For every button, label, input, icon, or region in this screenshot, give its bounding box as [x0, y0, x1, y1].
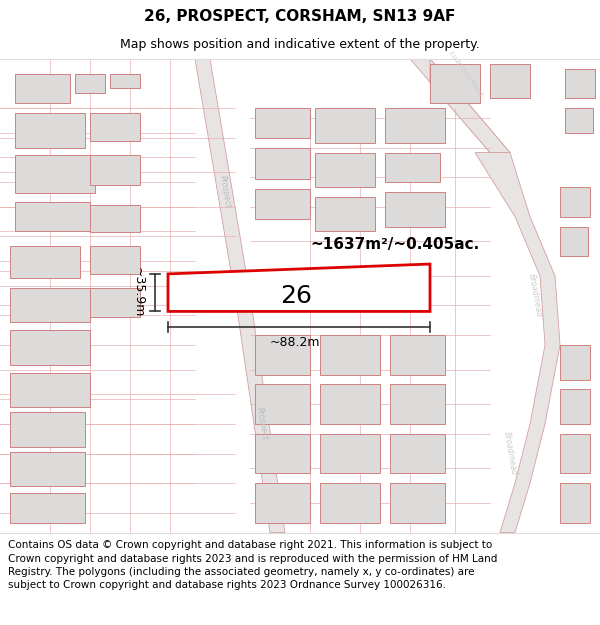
- Bar: [320, 384, 380, 424]
- Text: Contains OS data © Crown copyright and database right 2021. This information is : Contains OS data © Crown copyright and d…: [8, 541, 497, 590]
- Bar: [10, 452, 85, 486]
- Text: Prospect: Prospect: [254, 407, 269, 441]
- Polygon shape: [410, 59, 510, 152]
- Bar: [315, 197, 375, 231]
- Bar: [560, 187, 590, 217]
- Bar: [10, 493, 85, 522]
- Bar: [255, 483, 310, 522]
- Bar: [390, 335, 445, 374]
- Bar: [560, 434, 590, 473]
- Bar: [90, 205, 140, 232]
- Bar: [560, 389, 590, 424]
- Text: Prospect: Prospect: [218, 175, 232, 209]
- Bar: [255, 384, 310, 424]
- Bar: [560, 226, 588, 256]
- Bar: [255, 335, 310, 374]
- Bar: [390, 434, 445, 473]
- Text: Broadmead: Broadmead: [527, 273, 543, 318]
- Bar: [315, 108, 375, 142]
- Text: Ludmead Road: Ludmead Road: [448, 50, 484, 97]
- Text: 26: 26: [280, 284, 312, 308]
- Text: 26, PROSPECT, CORSHAM, SN13 9AF: 26, PROSPECT, CORSHAM, SN13 9AF: [145, 9, 455, 24]
- Bar: [15, 202, 90, 231]
- Bar: [15, 156, 95, 193]
- Bar: [10, 412, 85, 447]
- Bar: [10, 372, 90, 407]
- Bar: [10, 288, 90, 322]
- Bar: [390, 384, 445, 424]
- Bar: [565, 69, 595, 98]
- Bar: [320, 434, 380, 473]
- Polygon shape: [475, 152, 560, 532]
- Bar: [15, 74, 70, 103]
- Bar: [255, 148, 310, 179]
- Bar: [320, 335, 380, 374]
- Bar: [385, 152, 440, 182]
- Bar: [320, 483, 380, 522]
- Bar: [385, 108, 445, 142]
- Bar: [255, 189, 310, 219]
- Text: Broadmead: Broadmead: [502, 431, 518, 476]
- Polygon shape: [195, 59, 250, 296]
- Bar: [90, 246, 140, 274]
- Text: Map shows position and indicative extent of the property.: Map shows position and indicative extent…: [120, 38, 480, 51]
- Bar: [430, 64, 480, 103]
- Bar: [15, 113, 85, 148]
- Polygon shape: [168, 264, 430, 311]
- Bar: [385, 192, 445, 226]
- Bar: [315, 152, 375, 187]
- Bar: [560, 483, 590, 522]
- Bar: [255, 434, 310, 473]
- Bar: [90, 113, 140, 141]
- Bar: [10, 246, 80, 278]
- Polygon shape: [235, 296, 285, 532]
- Polygon shape: [430, 59, 510, 152]
- Text: ~35.9m: ~35.9m: [131, 268, 145, 318]
- Text: ~1637m²/~0.405ac.: ~1637m²/~0.405ac.: [310, 237, 479, 252]
- Bar: [490, 64, 530, 98]
- Bar: [560, 345, 590, 379]
- Bar: [110, 74, 140, 88]
- Bar: [10, 330, 90, 365]
- Bar: [565, 108, 593, 132]
- Bar: [390, 483, 445, 522]
- Bar: [75, 74, 105, 93]
- Bar: [255, 108, 310, 138]
- Bar: [90, 156, 140, 185]
- Bar: [90, 288, 140, 318]
- Text: ~88.2m: ~88.2m: [270, 336, 320, 349]
